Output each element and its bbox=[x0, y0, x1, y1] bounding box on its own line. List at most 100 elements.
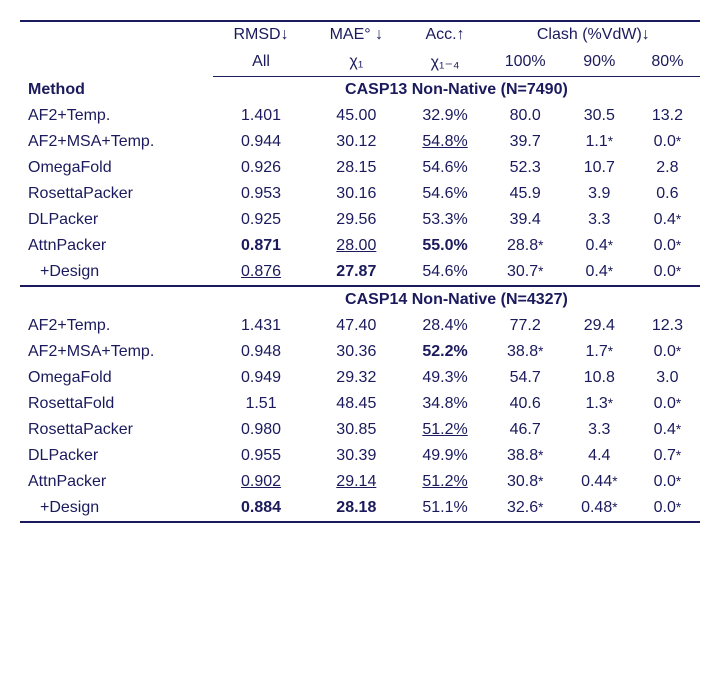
table-row: AF2+Temp.1.40145.0032.9%80.030.513.2 bbox=[20, 103, 700, 129]
table-cell: 29.32 bbox=[309, 365, 403, 391]
table-cell: 3.3 bbox=[564, 417, 635, 443]
method-name: AF2+Temp. bbox=[20, 103, 213, 129]
table-cell: 51.1% bbox=[403, 495, 486, 522]
table-cell: 4.4 bbox=[564, 443, 635, 469]
table-cell: 28.18 bbox=[309, 495, 403, 522]
method-header: Method bbox=[20, 77, 213, 104]
table-cell: 54.7 bbox=[487, 365, 564, 391]
header-mae: MAE° ↓ bbox=[309, 21, 403, 48]
table-cell: 29.14 bbox=[309, 469, 403, 495]
subheader-90: 90% bbox=[564, 48, 635, 77]
table-row: DLPacker0.95530.3949.9%38.84.40.7 bbox=[20, 443, 700, 469]
method-name: AttnPacker bbox=[20, 469, 213, 495]
table-cell: 0.48 bbox=[564, 495, 635, 522]
header-acc: Acc.↑ bbox=[403, 21, 486, 48]
table-row: DLPacker0.92529.5653.3%39.43.30.4 bbox=[20, 207, 700, 233]
table-cell: 0.0 bbox=[635, 129, 700, 155]
table-cell: 0.948 bbox=[213, 339, 309, 365]
table-cell: 0.876 bbox=[213, 259, 309, 286]
table-cell: 0.980 bbox=[213, 417, 309, 443]
subheader-chi1: χ₁ bbox=[309, 48, 403, 77]
table-body: MethodCASP13 Non-Native (N=7490)AF2+Temp… bbox=[20, 77, 700, 523]
table-cell: 46.7 bbox=[487, 417, 564, 443]
table-cell: 55.0% bbox=[403, 233, 486, 259]
table-cell: 30.5 bbox=[564, 103, 635, 129]
table-cell: 30.16 bbox=[309, 181, 403, 207]
table-cell: 77.2 bbox=[487, 313, 564, 339]
table-cell: 0.949 bbox=[213, 365, 309, 391]
table-cell: 0.884 bbox=[213, 495, 309, 522]
table-cell: 0.0 bbox=[635, 339, 700, 365]
table-cell: 3.0 bbox=[635, 365, 700, 391]
table-cell: 52.3 bbox=[487, 155, 564, 181]
method-name: RosettaFold bbox=[20, 391, 213, 417]
table-cell: 39.7 bbox=[487, 129, 564, 155]
table-cell: 0.0 bbox=[635, 469, 700, 495]
table-cell: 48.45 bbox=[309, 391, 403, 417]
table-cell: 30.85 bbox=[309, 417, 403, 443]
table-cell: 49.9% bbox=[403, 443, 486, 469]
table-row: OmegaFold0.94929.3249.3%54.710.83.0 bbox=[20, 365, 700, 391]
table-cell: 54.8% bbox=[403, 129, 486, 155]
table-cell: 32.9% bbox=[403, 103, 486, 129]
table-row: +Design0.87627.8754.6%30.70.40.0 bbox=[20, 259, 700, 286]
table-cell: 0.0 bbox=[635, 233, 700, 259]
table-cell: 0.4 bbox=[635, 207, 700, 233]
table-cell: 29.4 bbox=[564, 313, 635, 339]
table-cell: 45.9 bbox=[487, 181, 564, 207]
table-cell: 3.9 bbox=[564, 181, 635, 207]
section-title: CASP14 Non-Native (N=4327) bbox=[213, 286, 700, 313]
table-cell: 47.40 bbox=[309, 313, 403, 339]
table-cell: 53.3% bbox=[403, 207, 486, 233]
table-cell: 32.6 bbox=[487, 495, 564, 522]
table-cell: 0.44 bbox=[564, 469, 635, 495]
method-name: DLPacker bbox=[20, 207, 213, 233]
table-cell: 10.7 bbox=[564, 155, 635, 181]
table-row: OmegaFold0.92628.1554.6%52.310.72.8 bbox=[20, 155, 700, 181]
table-cell: 12.3 bbox=[635, 313, 700, 339]
table-cell: 0.944 bbox=[213, 129, 309, 155]
table-cell: 0.955 bbox=[213, 443, 309, 469]
method-name: +Design bbox=[20, 495, 213, 522]
table-cell: 49.3% bbox=[403, 365, 486, 391]
table-cell: 1.51 bbox=[213, 391, 309, 417]
method-name: AF2+MSA+Temp. bbox=[20, 339, 213, 365]
subheader-all: All bbox=[213, 48, 309, 77]
table-cell: 2.8 bbox=[635, 155, 700, 181]
table-cell: 30.8 bbox=[487, 469, 564, 495]
header-clash: Clash (%VdW)↓ bbox=[487, 21, 700, 48]
subheader-chi14: χ₁₋₄ bbox=[403, 48, 486, 77]
table-cell: 30.12 bbox=[309, 129, 403, 155]
table-cell: 30.7 bbox=[487, 259, 564, 286]
header-rmsd: RMSD↓ bbox=[213, 21, 309, 48]
table-cell: 13.2 bbox=[635, 103, 700, 129]
table-cell: 54.6% bbox=[403, 181, 486, 207]
method-name: OmegaFold bbox=[20, 155, 213, 181]
table-cell: 39.4 bbox=[487, 207, 564, 233]
method-name: RosettaPacker bbox=[20, 181, 213, 207]
method-name: OmegaFold bbox=[20, 365, 213, 391]
table-cell: 54.6% bbox=[403, 155, 486, 181]
table-row: AF2+Temp.1.43147.4028.4%77.229.412.3 bbox=[20, 313, 700, 339]
table-cell: 1.401 bbox=[213, 103, 309, 129]
table-cell: 51.2% bbox=[403, 469, 486, 495]
table-cell: 0.0 bbox=[635, 495, 700, 522]
table-cell: 0.925 bbox=[213, 207, 309, 233]
table-cell: 0.926 bbox=[213, 155, 309, 181]
table-cell: 1.3 bbox=[564, 391, 635, 417]
table-cell: 0.4 bbox=[564, 233, 635, 259]
table-cell: 80.0 bbox=[487, 103, 564, 129]
table-cell: 0.6 bbox=[635, 181, 700, 207]
table-cell: 45.00 bbox=[309, 103, 403, 129]
section-title: CASP13 Non-Native (N=7490) bbox=[213, 77, 700, 104]
table-cell: 1.7 bbox=[564, 339, 635, 365]
table-row: +Design0.88428.1851.1%32.60.480.0 bbox=[20, 495, 700, 522]
table-cell: 0.4 bbox=[564, 259, 635, 286]
method-name: +Design bbox=[20, 259, 213, 286]
table-cell: 10.8 bbox=[564, 365, 635, 391]
table-cell: 1.431 bbox=[213, 313, 309, 339]
table-cell: 0.953 bbox=[213, 181, 309, 207]
table-cell: 0.902 bbox=[213, 469, 309, 495]
table-cell: 38.8 bbox=[487, 339, 564, 365]
table-cell: 52.2% bbox=[403, 339, 486, 365]
